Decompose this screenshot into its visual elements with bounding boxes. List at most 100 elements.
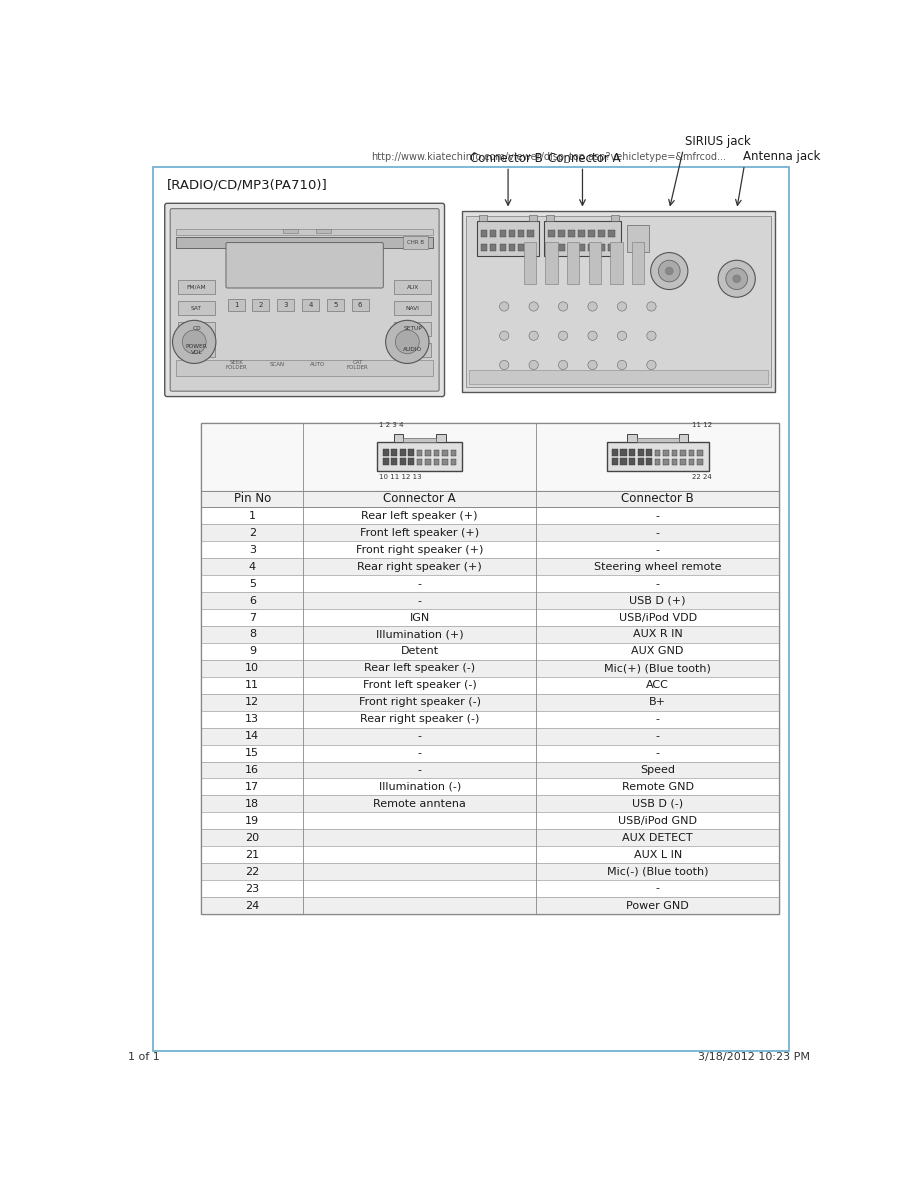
Text: 22 24: 22 24 [692,474,712,480]
Bar [394,301,431,314]
Bar [178,343,215,356]
Bar [416,458,422,466]
Text: USB/iPod GND: USB/iPod GND [619,816,697,826]
Bar [632,241,644,284]
FancyBboxPatch shape [226,242,383,288]
Text: AUDIO: AUDIO [404,347,423,352]
Text: 24: 24 [245,900,260,911]
Bar [578,230,585,238]
Text: 3/18/2012 10:23 PM: 3/18/2012 10:23 PM [697,1052,810,1062]
Bar [544,221,621,256]
Text: SIRIUS jack: SIRIUS jack [684,134,750,148]
Bar [382,449,389,456]
Bar [201,812,780,829]
Bar [629,458,635,466]
Bar [434,450,439,456]
Bar [451,450,457,456]
Circle shape [173,320,216,364]
FancyBboxPatch shape [170,209,439,391]
Bar [178,322,215,336]
Circle shape [618,302,627,311]
Text: -: - [656,528,660,538]
Circle shape [385,320,429,364]
Bar [467,216,770,388]
Text: -: - [656,714,660,724]
Text: 5: 5 [333,302,338,308]
Text: AUX GND: AUX GND [631,647,684,656]
Bar [408,449,414,456]
Bar [178,281,215,294]
Bar [201,779,780,796]
Text: AUTO: AUTO [310,362,325,367]
Bar [545,241,557,284]
Bar [689,458,694,466]
Text: -: - [418,595,422,606]
Bar [567,230,575,238]
Text: Illumination (+): Illumination (+) [376,630,464,640]
Bar [607,442,709,472]
Bar [442,450,447,456]
Bar [490,244,497,251]
Text: SAT: SAT [191,306,202,311]
Bar [201,592,780,610]
Text: Rear right speaker (+): Rear right speaker (+) [358,562,482,571]
Bar [201,863,780,880]
Bar [283,229,298,233]
Text: -: - [656,748,660,758]
Bar [177,238,433,248]
Text: IGN: IGN [410,612,430,623]
Bar [547,230,554,238]
Text: Front left speaker (+): Front left speaker (+) [361,528,479,538]
Bar [509,230,515,238]
Bar [391,449,397,456]
Bar [628,224,649,252]
Bar [479,215,487,221]
Bar [201,422,780,491]
Bar [620,458,627,466]
Text: -: - [418,766,422,775]
Bar [518,230,524,238]
Bar [201,524,780,541]
Text: 1: 1 [249,511,256,521]
Bar [679,434,688,442]
Text: 4: 4 [249,562,256,571]
Text: 20: 20 [245,833,259,842]
Text: 22: 22 [245,866,260,877]
Bar [394,322,431,336]
Circle shape [647,302,656,311]
Bar [620,449,627,456]
Bar [567,241,579,284]
Bar [327,299,344,311]
Bar [201,491,780,508]
Bar [177,360,433,376]
Bar [201,829,780,846]
Bar [393,434,404,442]
Text: -: - [656,731,660,742]
Bar [680,458,685,466]
Bar [201,710,780,727]
Bar [201,744,780,762]
Text: Detent: Detent [401,647,439,656]
Circle shape [618,331,627,341]
Circle shape [182,330,206,354]
Bar [628,434,637,442]
Text: 3: 3 [284,302,288,308]
Bar [689,450,694,456]
Text: 15: 15 [245,748,259,758]
Bar [408,458,414,466]
Bar [611,215,619,221]
Text: 11 12: 11 12 [692,422,712,428]
Circle shape [647,331,656,341]
Bar [477,221,539,256]
Circle shape [558,331,567,341]
Bar [201,677,780,694]
Bar [697,450,703,456]
Text: POWER
VOL: POWER VOL [186,344,208,355]
Text: 18: 18 [245,799,259,809]
Text: Front right speaker (+): Front right speaker (+) [356,545,483,554]
Text: Connector A: Connector A [383,492,456,505]
Bar [377,442,462,472]
Bar [527,244,533,251]
Text: Pin No: Pin No [233,492,271,505]
Circle shape [665,268,673,275]
